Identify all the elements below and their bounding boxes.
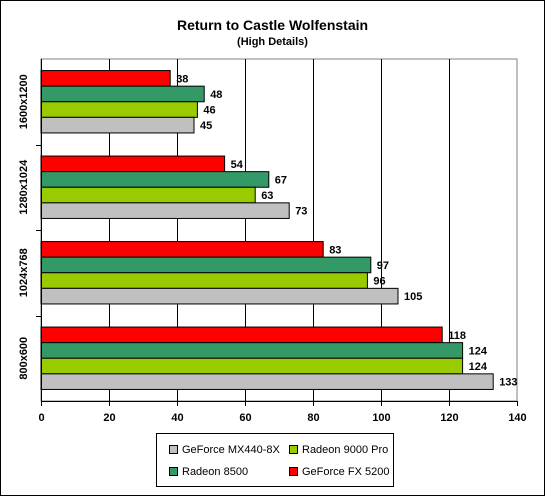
data-label: 48 — [210, 89, 222, 101]
bar — [40, 101, 198, 118]
data-label: 133 — [499, 377, 517, 389]
bar — [40, 155, 226, 173]
chart-legend: GeForce MX440-8X Radeon 9000 Pro Radeon 85… — [156, 433, 394, 487]
data-label: 73 — [295, 206, 307, 218]
legend-swatch — [289, 444, 298, 454]
legend-label: Radeon 8500 — [182, 466, 249, 478]
x-tick-label: 100 — [372, 412, 390, 424]
x-tick-label: 60 — [239, 412, 251, 424]
legend-swatch — [169, 444, 178, 454]
category-label: 800x600 — [18, 337, 30, 380]
data-label: 124 — [469, 345, 488, 357]
bar — [40, 342, 464, 359]
legend-label: Radeon 9000 Pro — [302, 444, 389, 456]
bar — [40, 171, 270, 188]
data-label: 97 — [377, 260, 389, 272]
chart-title: Return to Castle Wolfenstain — [176, 17, 369, 33]
bar — [40, 326, 443, 344]
data-label: 45 — [200, 120, 212, 132]
legend-label: GeForce MX440-8X — [182, 444, 280, 456]
legend-item: Radeon 9000 Pro — [289, 443, 388, 457]
category-label: 1280x1024 — [18, 159, 30, 215]
legend-item: GeForce FX 5200 — [289, 465, 389, 479]
legend-item: Radeon 8500 — [169, 465, 248, 479]
data-label: 124 — [469, 361, 488, 373]
category-label: 1600x1200 — [18, 74, 30, 129]
category-label: 1024x768 — [18, 248, 30, 297]
data-label: 83 — [329, 244, 341, 256]
chart-subtitle: (High Details) — [237, 36, 308, 48]
data-label: 67 — [275, 174, 287, 186]
legend-swatch — [169, 466, 178, 476]
bar — [40, 272, 368, 289]
legend-item: GeForce MX440-8X — [169, 443, 280, 457]
bar — [40, 202, 290, 219]
legend-label: GeForce FX 5200 — [302, 466, 390, 478]
x-tick-label: 140 — [508, 412, 526, 424]
data-label: 118 — [448, 330, 466, 342]
bar — [40, 85, 205, 103]
legend-swatch — [289, 466, 298, 476]
data-label: 105 — [404, 291, 422, 303]
data-label: 96 — [373, 276, 385, 288]
bar — [40, 241, 324, 258]
data-label: 38 — [176, 73, 188, 85]
bar — [40, 186, 256, 204]
bar — [40, 287, 399, 305]
bar — [40, 373, 494, 390]
bar — [40, 116, 195, 134]
x-tick-label: 80 — [307, 412, 319, 424]
x-tick-label: 40 — [171, 412, 183, 424]
data-label: 63 — [261, 190, 273, 202]
bar — [40, 70, 171, 87]
bar — [40, 357, 464, 375]
data-label: 46 — [203, 105, 215, 117]
x-tick-label: 20 — [103, 412, 115, 424]
data-label: 54 — [231, 159, 244, 171]
x-tick-label: 120 — [440, 412, 458, 424]
x-tick-label: 0 — [38, 412, 44, 424]
bar — [40, 256, 372, 274]
